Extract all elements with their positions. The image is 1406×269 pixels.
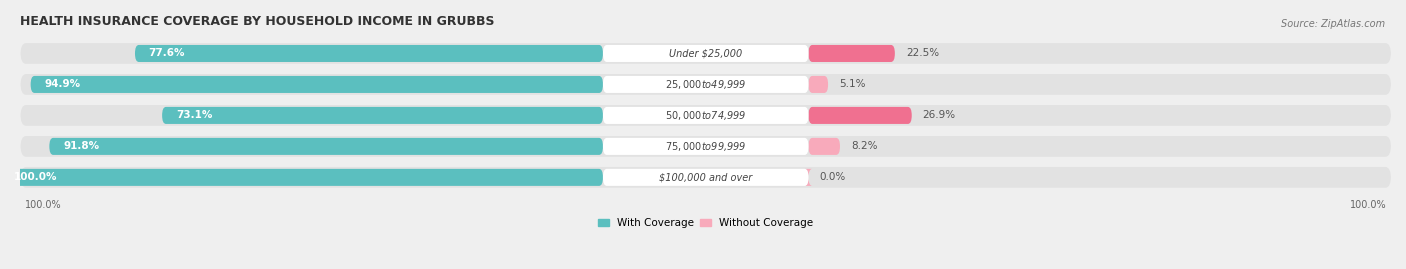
FancyBboxPatch shape (21, 136, 1391, 157)
FancyBboxPatch shape (808, 138, 839, 155)
FancyBboxPatch shape (804, 169, 813, 186)
Text: 8.2%: 8.2% (851, 141, 877, 151)
FancyBboxPatch shape (0, 169, 603, 186)
Text: 22.5%: 22.5% (905, 48, 939, 58)
Legend: With Coverage, Without Coverage: With Coverage, Without Coverage (599, 218, 813, 228)
FancyBboxPatch shape (135, 45, 603, 62)
FancyBboxPatch shape (21, 167, 1391, 188)
FancyBboxPatch shape (603, 169, 808, 186)
Text: Source: ZipAtlas.com: Source: ZipAtlas.com (1281, 19, 1385, 29)
Text: 91.8%: 91.8% (63, 141, 100, 151)
FancyBboxPatch shape (808, 76, 828, 93)
Text: 94.9%: 94.9% (45, 79, 80, 89)
Text: $75,000 to $99,999: $75,000 to $99,999 (665, 140, 747, 153)
Text: $50,000 to $74,999: $50,000 to $74,999 (665, 109, 747, 122)
FancyBboxPatch shape (21, 74, 1391, 95)
FancyBboxPatch shape (162, 107, 603, 124)
FancyBboxPatch shape (603, 107, 808, 124)
FancyBboxPatch shape (603, 45, 808, 62)
Text: HEALTH INSURANCE COVERAGE BY HOUSEHOLD INCOME IN GRUBBS: HEALTH INSURANCE COVERAGE BY HOUSEHOLD I… (21, 15, 495, 28)
Text: 26.9%: 26.9% (922, 110, 956, 121)
Text: $100,000 and over: $100,000 and over (659, 172, 752, 182)
FancyBboxPatch shape (603, 76, 808, 93)
Text: 100.0%: 100.0% (1350, 200, 1386, 210)
Text: 73.1%: 73.1% (176, 110, 212, 121)
Text: 77.6%: 77.6% (149, 48, 186, 58)
FancyBboxPatch shape (31, 76, 603, 93)
Text: Under $25,000: Under $25,000 (669, 48, 742, 58)
FancyBboxPatch shape (808, 45, 894, 62)
Text: 5.1%: 5.1% (839, 79, 866, 89)
Text: 100.0%: 100.0% (14, 172, 58, 182)
Text: 100.0%: 100.0% (24, 200, 62, 210)
Text: $25,000 to $49,999: $25,000 to $49,999 (665, 78, 747, 91)
Text: 0.0%: 0.0% (820, 172, 846, 182)
FancyBboxPatch shape (603, 138, 808, 155)
FancyBboxPatch shape (808, 107, 911, 124)
FancyBboxPatch shape (49, 138, 603, 155)
FancyBboxPatch shape (21, 43, 1391, 64)
FancyBboxPatch shape (21, 105, 1391, 126)
